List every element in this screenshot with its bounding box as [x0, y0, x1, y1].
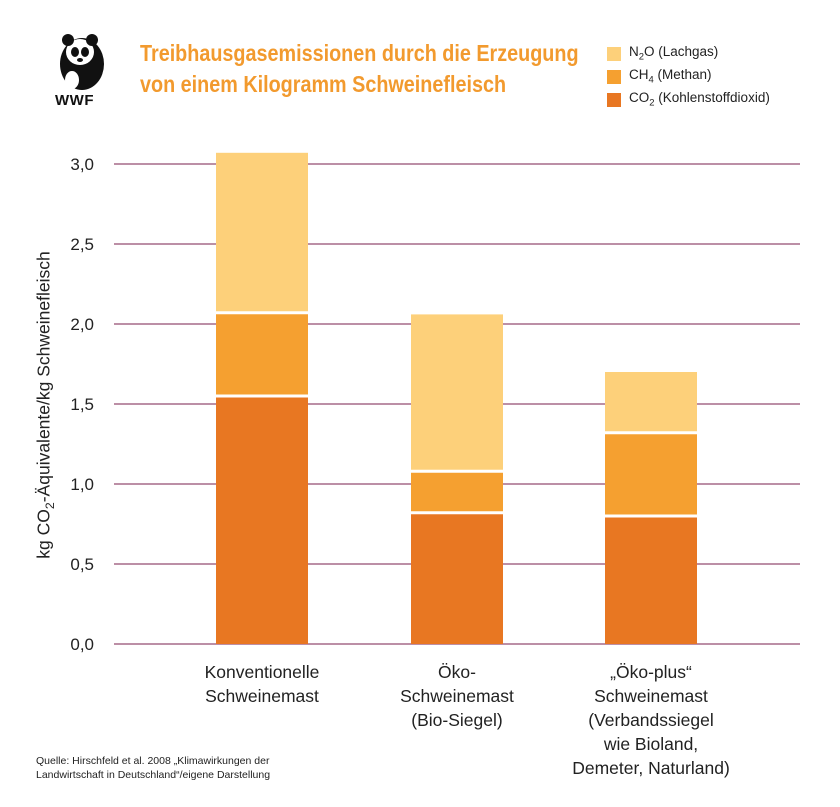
- x-category-label-line: Schweinemast: [400, 686, 514, 706]
- y-axis-label: kg CO2-Äquivalente/kg Schweinefleisch: [33, 251, 57, 559]
- source-note: Quelle: Hirschfeld et al. 2008 „Klimawir…: [36, 754, 270, 782]
- chart-title: Treibhausgasemissionen durch die Erzeugu…: [140, 38, 579, 100]
- legend-item-0: N2O (Lachgas): [607, 42, 770, 65]
- x-category-label-line: (Bio-Siegel): [411, 710, 503, 730]
- x-category-label: „Öko-plus“ Schweinemast (Verbandssiegel wie…: [541, 660, 761, 780]
- x-category-label-line: Demeter, Naturland): [572, 758, 730, 778]
- x-category-label-line: Öko-: [438, 662, 476, 682]
- bar-segment: [605, 516, 697, 644]
- x-category-label-line: „Öko-plus“: [610, 662, 692, 682]
- title-line-2: von einem Kilogramm Schweinefleisch: [140, 71, 507, 97]
- legend-label: N2O (Lachgas): [629, 44, 719, 63]
- bar-segment: [605, 372, 697, 433]
- legend-item-1: CH4 (Methan): [607, 65, 770, 88]
- bar-segment: [411, 512, 503, 644]
- x-category-label-line: wie Bioland,: [603, 734, 699, 754]
- y-tick-label: 0,5: [70, 555, 94, 574]
- bar-segment: [216, 396, 308, 644]
- x-category-label-line: Schweinemast: [594, 686, 708, 706]
- source-line-1: Quelle: Hirschfeld et al. 2008 „Klimawir…: [36, 755, 270, 767]
- bar-segment: [216, 312, 308, 396]
- y-tick-label: 1,0: [70, 475, 94, 494]
- panda-logo-icon: [50, 30, 114, 110]
- x-category-label-line: Schweinemast: [205, 686, 319, 706]
- bar-segment: [216, 152, 308, 313]
- bar-segment: [411, 471, 503, 513]
- x-category-label-line: (Verbandssiegel: [588, 710, 714, 730]
- legend-swatch: [607, 92, 621, 107]
- y-tick-label: 3,0: [70, 155, 94, 174]
- wwf-logo-text: WWF: [55, 92, 94, 109]
- bar-segment: [411, 314, 503, 472]
- y-tick-label: 2,0: [70, 315, 94, 334]
- legend-item-2: CO2 (Kohlenstoffdioxid): [607, 88, 770, 111]
- legend-swatch: [607, 46, 621, 61]
- y-tick-label: 1,5: [70, 395, 94, 414]
- legend-label: CO2 (Kohlenstoffdioxid): [629, 90, 770, 109]
- source-line-2: Landwirtschaft in Deutschland“/eigene Da…: [36, 769, 271, 781]
- y-tick-label: 0,0: [70, 635, 94, 654]
- bar-segment: [605, 432, 697, 516]
- x-category-label: Konventionelle Schweinemast: [152, 660, 372, 708]
- x-category-label: Öko- Schweinemast (Bio-Siegel): [347, 660, 567, 732]
- legend-label: CH4 (Methan): [629, 67, 712, 86]
- title-line-1: Treibhausgasemissionen durch die Erzeugu…: [140, 40, 579, 66]
- y-tick-label: 2,5: [70, 235, 94, 254]
- x-category-label-line: Konventionelle: [204, 662, 320, 682]
- legend-swatch: [607, 69, 621, 84]
- legend: N2O (Lachgas) CH4 (Methan) CO2 (Kohlenstof…: [607, 42, 770, 111]
